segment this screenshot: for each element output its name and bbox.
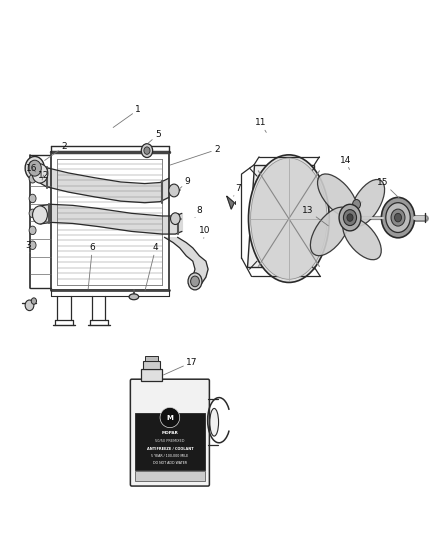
Ellipse shape — [311, 207, 350, 256]
Circle shape — [29, 161, 36, 169]
Circle shape — [32, 164, 48, 183]
Circle shape — [339, 204, 361, 231]
Circle shape — [29, 194, 36, 203]
Text: 2: 2 — [45, 142, 67, 160]
Ellipse shape — [343, 217, 381, 260]
Ellipse shape — [210, 408, 219, 436]
Circle shape — [386, 203, 410, 232]
Text: 12: 12 — [38, 171, 49, 180]
Text: 50/50 PREMIXED: 50/50 PREMIXED — [155, 439, 185, 443]
Circle shape — [391, 209, 405, 226]
Ellipse shape — [251, 158, 327, 279]
Circle shape — [170, 213, 180, 224]
Circle shape — [29, 226, 36, 235]
Text: 5 YEAR / 100,000 MILE: 5 YEAR / 100,000 MILE — [151, 455, 188, 458]
Text: 5: 5 — [148, 130, 161, 143]
Circle shape — [25, 300, 34, 311]
FancyBboxPatch shape — [131, 379, 209, 486]
Text: 10: 10 — [199, 226, 211, 238]
Text: 17: 17 — [163, 358, 198, 375]
Circle shape — [141, 144, 152, 158]
Bar — [143, 361, 160, 369]
Circle shape — [343, 209, 357, 225]
Bar — [135, 413, 205, 470]
Ellipse shape — [350, 180, 385, 227]
Circle shape — [25, 157, 44, 180]
Text: DO NOT ADD WATER: DO NOT ADD WATER — [153, 461, 187, 465]
Text: 2: 2 — [170, 145, 219, 165]
Polygon shape — [247, 165, 314, 267]
Text: MOPAR: MOPAR — [162, 431, 178, 434]
Text: 11: 11 — [255, 118, 266, 132]
Text: 1: 1 — [113, 105, 141, 127]
Circle shape — [31, 298, 36, 304]
Circle shape — [188, 273, 202, 290]
Text: 8: 8 — [195, 206, 202, 217]
Text: M: M — [166, 415, 173, 421]
Circle shape — [28, 160, 41, 176]
Bar — [135, 471, 205, 481]
Text: 6: 6 — [88, 244, 95, 289]
Circle shape — [381, 197, 415, 238]
Ellipse shape — [160, 407, 180, 427]
Bar — [145, 356, 158, 361]
Text: 14: 14 — [340, 156, 351, 169]
Ellipse shape — [248, 155, 329, 282]
Circle shape — [169, 184, 179, 197]
Text: 15: 15 — [378, 178, 399, 199]
Circle shape — [29, 209, 36, 217]
Circle shape — [353, 199, 360, 209]
Text: 7: 7 — [233, 184, 240, 196]
Circle shape — [191, 276, 199, 287]
Text: 4: 4 — [145, 244, 159, 290]
Text: ANTIFREEZE / COOLANT: ANTIFREEZE / COOLANT — [147, 447, 193, 451]
Ellipse shape — [129, 294, 139, 300]
Ellipse shape — [318, 174, 357, 217]
Text: 9: 9 — [180, 177, 191, 189]
Circle shape — [144, 147, 150, 155]
Circle shape — [347, 214, 353, 221]
Text: 3: 3 — [25, 241, 31, 253]
Circle shape — [29, 174, 36, 183]
Text: 13: 13 — [302, 206, 328, 226]
Polygon shape — [227, 196, 234, 209]
Circle shape — [29, 241, 36, 249]
Text: 16: 16 — [26, 164, 38, 173]
Circle shape — [395, 213, 402, 222]
Circle shape — [32, 206, 47, 224]
Bar — [141, 369, 162, 381]
